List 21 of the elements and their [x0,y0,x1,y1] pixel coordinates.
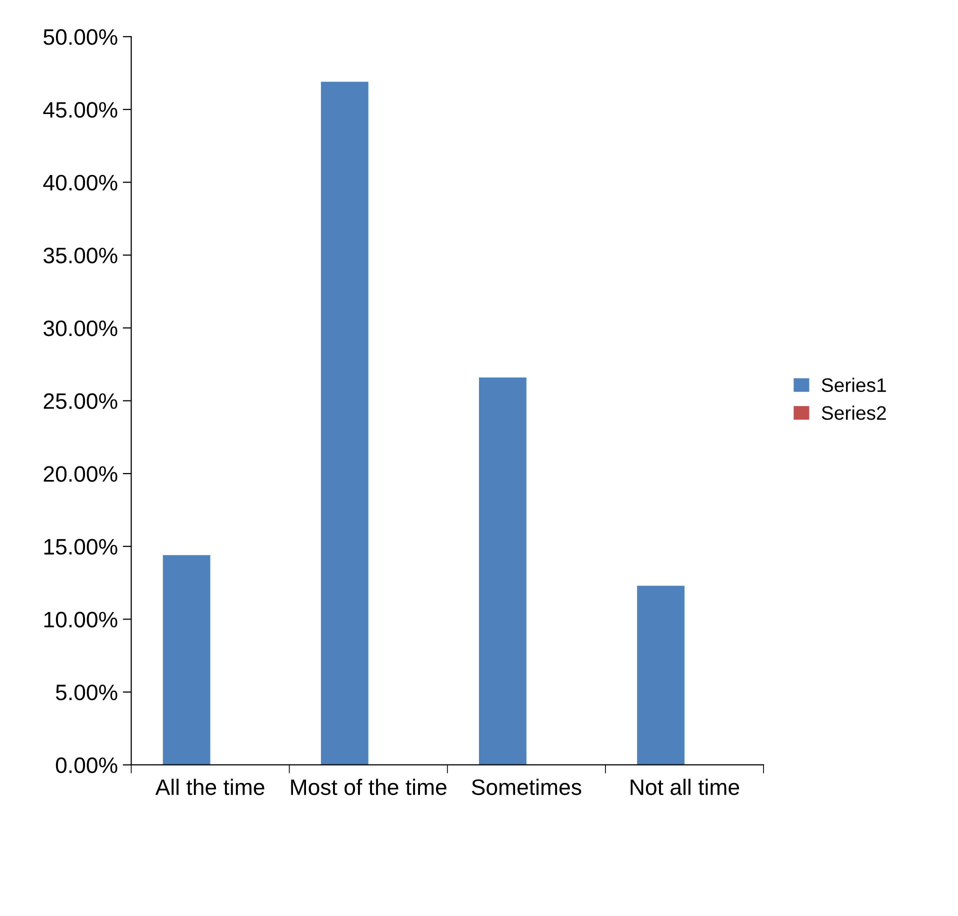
bar [162,555,210,765]
legend-label: Series2 [822,406,886,420]
y-tick-label: 15.00% [44,538,118,555]
y-tick-label: 50.00% [44,29,118,45]
x-tick-label: All the time [155,778,264,796]
bar [637,586,684,765]
y-tick-label: 40.00% [43,174,118,191]
bar [320,82,368,765]
x-tick-label: Most of the time [291,778,446,796]
legend-label: Series1 [822,378,886,392]
y-tick-label: 0.00% [56,757,118,774]
x-tick-label: Sometimes [472,778,582,796]
x-tick-label: Not all time [630,778,740,796]
y-tick-label: 35.00% [44,248,118,264]
y-tick-label: 10.00% [44,612,118,628]
y-tick-label: 45.00% [43,102,118,118]
y-tick-label: 20.00% [44,466,118,482]
y-tick-label: 25.00% [44,393,118,410]
y-tick-label: 30.00% [44,320,118,336]
bar [479,377,526,765]
y-tick-label: 5.00% [56,684,118,700]
